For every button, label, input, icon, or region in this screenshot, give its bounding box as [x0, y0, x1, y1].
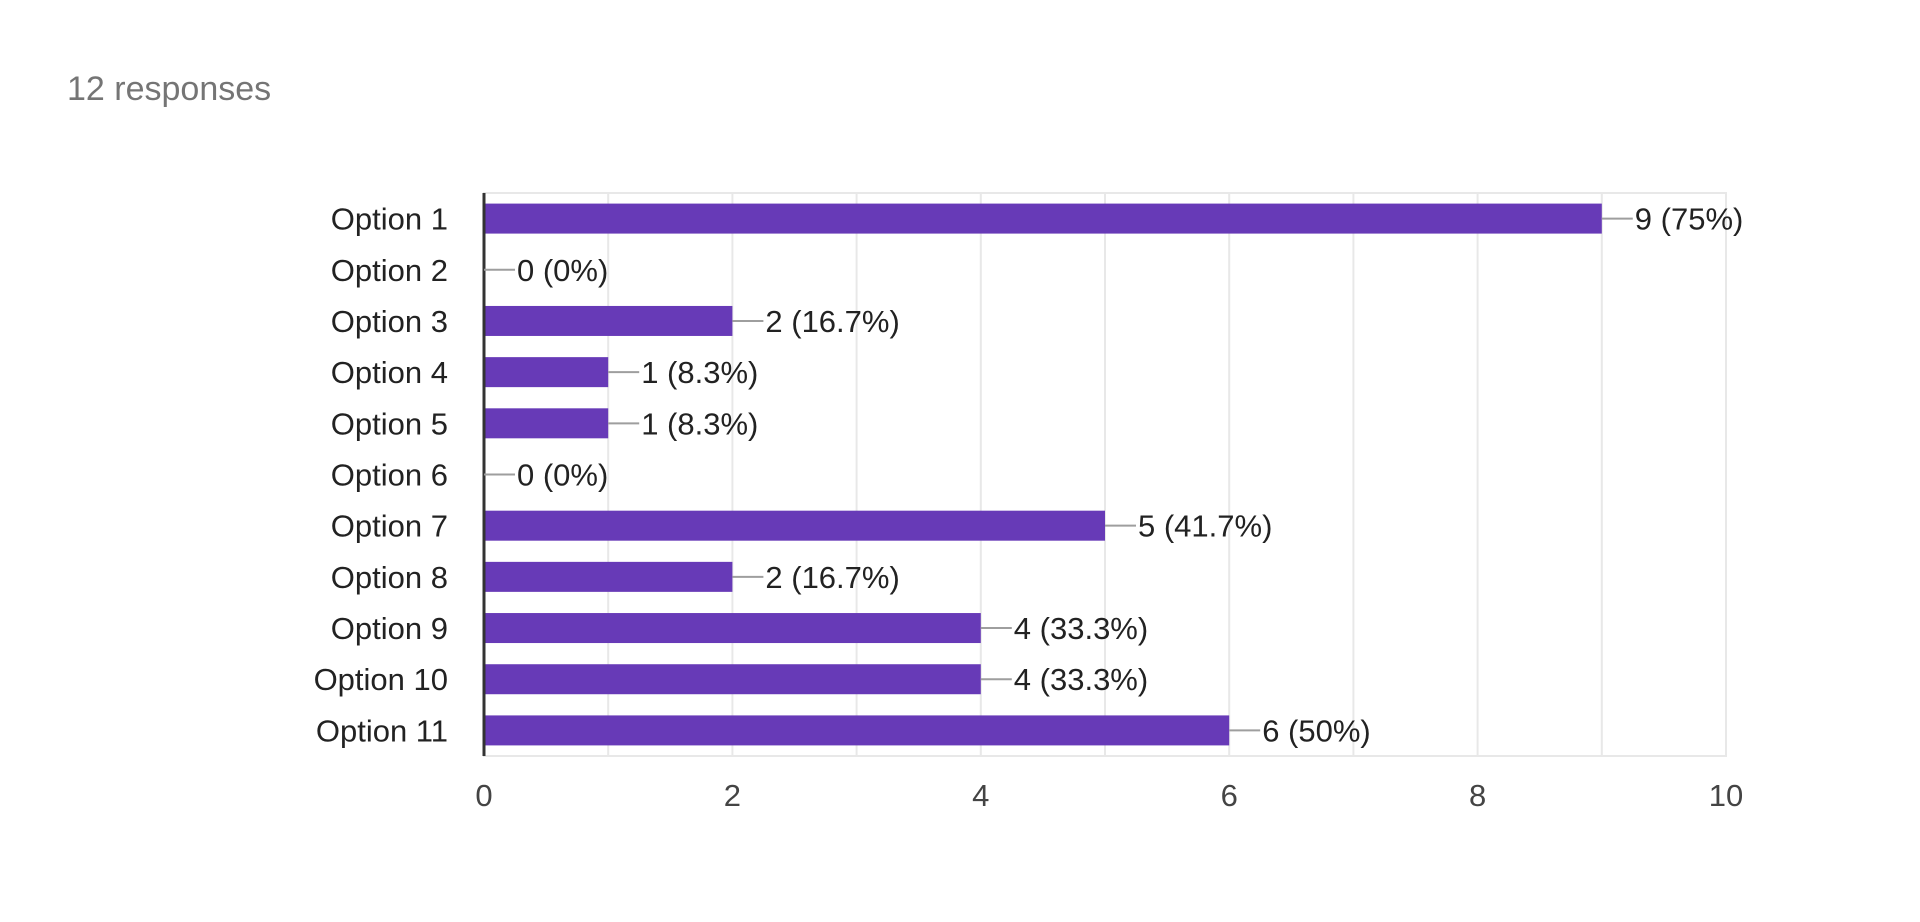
category-label: Option 9 — [331, 611, 448, 646]
axes: 0 2 4 6 8 10 — [475, 193, 1743, 813]
bar — [484, 408, 609, 439]
data-label: 1 (8.3%) — [641, 406, 758, 441]
category-label: Option 4 — [331, 355, 448, 390]
category-label: Option 2 — [331, 253, 448, 288]
category-label: Option 5 — [331, 406, 448, 441]
data-label: 4 (33.3%) — [1014, 662, 1148, 697]
responses-count: 12 responses — [67, 70, 272, 108]
x-tick-label: 8 — [1469, 778, 1486, 813]
data-label: 1 (8.3%) — [641, 355, 758, 390]
category-label: Option 6 — [331, 458, 448, 493]
data-label: 2 (16.7%) — [765, 560, 899, 595]
x-tick-label: 0 — [475, 778, 492, 813]
category-label: Option 1 — [331, 202, 448, 237]
data-label: 5 (41.7%) — [1138, 509, 1272, 544]
x-tick-label: 2 — [724, 778, 741, 813]
category-label: Option 7 — [331, 509, 448, 544]
grid-lines — [483, 192, 1727, 757]
data-label: 6 (50%) — [1262, 713, 1371, 748]
data-label: 4 (33.3%) — [1014, 611, 1148, 646]
bar — [484, 510, 1105, 541]
bar — [484, 561, 733, 592]
labels: 9 (75%) Option 1 0 (0%) Option 2 2 (16.7%) Op… — [314, 202, 1744, 749]
data-label: 2 (16.7%) — [765, 304, 899, 339]
category-label: Option 10 — [314, 662, 448, 697]
x-tick-label: 10 — [1709, 778, 1743, 813]
bar — [484, 613, 981, 644]
category-label: Option 3 — [331, 304, 448, 339]
bar — [484, 715, 1230, 746]
bar — [484, 664, 981, 695]
data-label: 0 (0%) — [517, 458, 608, 493]
x-tick-label: 4 — [972, 778, 989, 813]
data-label: 9 (75%) — [1635, 202, 1744, 237]
category-label: Option 11 — [316, 713, 448, 748]
bar — [484, 357, 609, 388]
bars — [484, 203, 1602, 746]
x-tick-label: 6 — [1221, 778, 1238, 813]
bar — [484, 203, 1602, 234]
bar — [484, 305, 733, 336]
category-label: Option 8 — [331, 560, 448, 595]
data-label: 0 (0%) — [517, 253, 608, 288]
